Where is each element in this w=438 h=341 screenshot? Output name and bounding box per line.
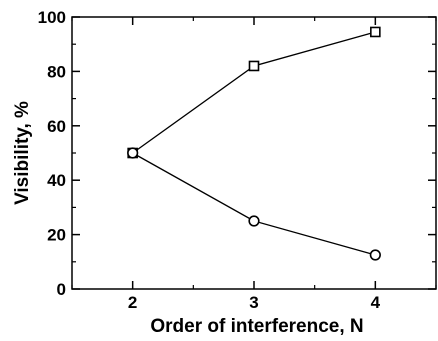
y-tick-label: 0: [57, 280, 66, 299]
y-tick-label: 40: [47, 171, 66, 190]
series-1-line: [132, 31, 376, 154]
plot-border: [71, 16, 437, 290]
series-markers: [127, 26, 381, 261]
x-tick-label: 4: [371, 293, 381, 312]
y-tick-label: 20: [47, 226, 66, 245]
x-axis-title: Order of interference, N: [150, 316, 363, 337]
y-tick-label: 100: [38, 8, 66, 27]
plot-frame: [71, 16, 437, 290]
y-tick-label: 80: [47, 62, 66, 81]
y-tick-label: 60: [47, 117, 66, 136]
x-tick-label: 3: [249, 293, 258, 312]
circle-marker: [369, 249, 381, 261]
series-2-line: [132, 152, 376, 256]
y-axis-ticks: 0 20 40 60 80 100: [38, 8, 436, 299]
y-axis-title: Visibility, %: [12, 101, 33, 205]
x-axis-ticks: 2 3 4: [71, 17, 437, 312]
square-marker: [248, 60, 260, 72]
circle-marker: [127, 147, 139, 159]
x-tick-label: 2: [128, 293, 137, 312]
square-marker: [370, 26, 381, 38]
circle-marker: [248, 215, 260, 227]
